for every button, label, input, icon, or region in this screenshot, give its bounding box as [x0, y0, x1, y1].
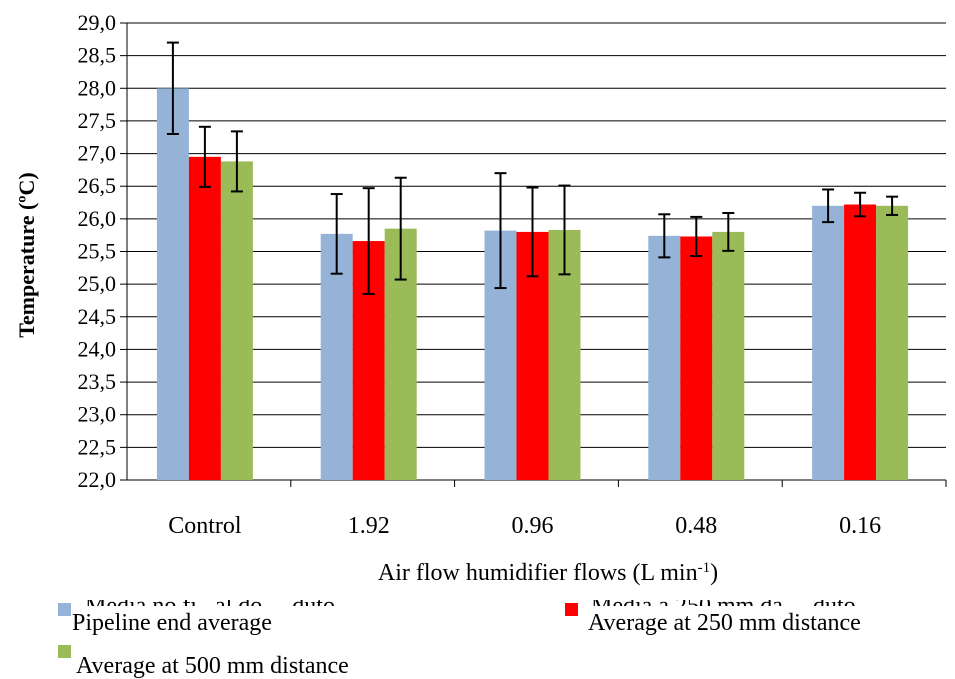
bar: [648, 235, 681, 480]
y-tick-label: 27,5: [78, 108, 117, 133]
y-tick-label: 22,5: [78, 434, 117, 459]
legend-swatch-500mm: [58, 645, 71, 658]
legend: Pipeline end average Average at 250 mm d…: [58, 603, 861, 679]
x-category-label: 1.92: [348, 513, 390, 539]
bar: [220, 161, 253, 481]
legend-label-500mm: Average at 500 mm distance: [76, 653, 349, 679]
legend-swatch-pipeline: [58, 603, 71, 616]
legend-swatch-250mm: [565, 603, 578, 616]
y-tick-label: 25,0: [78, 271, 117, 296]
x-category-label: 0.16: [839, 513, 881, 539]
bar: [320, 233, 353, 480]
y-tick-label: 22,0: [78, 467, 117, 492]
bar: [680, 236, 713, 480]
bar: [812, 205, 845, 481]
x-category-label: 0.96: [512, 513, 554, 539]
x-category-label: 0.48: [675, 513, 717, 539]
y-tick-label: 23,5: [78, 369, 117, 394]
bar: [156, 88, 189, 481]
svg-text:Média no fi...al do ... duto: Média no fi...al do ... duto: [85, 593, 335, 619]
y-tick-label: 29,0: [78, 10, 117, 35]
error-bars: [166, 41, 899, 295]
legend-label-250mm: Average at 250 mm distance: [588, 610, 861, 636]
legend-label-pipeline: Pipeline end average: [72, 610, 272, 636]
y-tick-label: 26,5: [78, 173, 117, 198]
bar: [876, 205, 909, 481]
y-tick-labels: 22,0 22,5 23,0 23,5 24,0 24,5 25,0 25,5 26,0 26,5…: [78, 10, 117, 492]
y-tick-label: 28,0: [78, 75, 117, 100]
y-tick-label: 24,0: [78, 336, 117, 361]
y-tick-label: 23,0: [78, 402, 117, 427]
bar: [188, 156, 221, 481]
bars: [156, 88, 909, 481]
x-axis-label: Air flow humidifier flows (L min-1): [378, 560, 718, 586]
bar: [844, 204, 877, 480]
y-tick-label: 27,0: [78, 141, 117, 166]
y-tick-label: 28,5: [78, 43, 117, 68]
svg-text:Média a 250 mm da ... duto: Média a 250 mm da ... duto: [591, 593, 856, 619]
y-tick-label: 25,5: [78, 239, 117, 264]
y-tick-label: 24,5: [78, 304, 117, 329]
legend-ghost-text: Média no fi...al do ... duto Média a 250…: [85, 593, 856, 619]
y-axis-label: Temperature (ºC): [14, 172, 39, 338]
x-category-labels: Control 1.92 0.96 0.48 0.16: [168, 513, 881, 539]
y-tick-label: 26,0: [78, 206, 117, 231]
x-category-label: Control: [168, 513, 242, 539]
bar: [712, 231, 745, 480]
